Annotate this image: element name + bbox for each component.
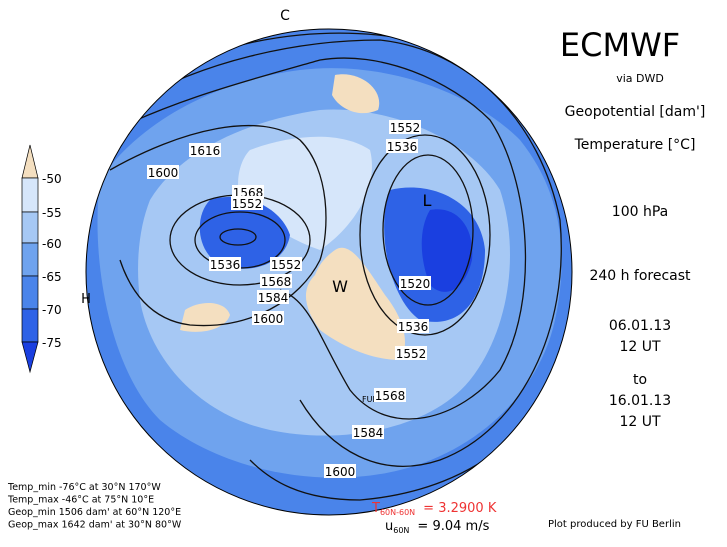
contour-label: 1600 [325,465,356,479]
contour-label: 1584 [258,291,289,305]
init-date: 06.01.13 [609,318,671,334]
contour-label: 1536 [210,258,241,272]
contour-label: 1600 [253,312,284,326]
field-geopotential: Geopotential [dam'] [565,104,706,120]
field-temperature: Temperature [°C] [574,137,696,153]
credit: Plot produced by FU Berlin [548,519,681,530]
contour-label: 1568 [261,275,292,289]
init-time: 12 UT [619,339,661,355]
contour-label-bg [374,388,406,402]
to: to [633,372,647,388]
contour-label-bg [395,346,427,360]
contour-label-bg [209,257,241,271]
contour-label: 1552 [232,197,263,211]
contour-label-bg [232,185,264,199]
contour-label-bg [389,120,421,134]
level: 100 hPa [612,204,668,220]
t-stat: T60N-60N = 3.2900 K [371,501,497,517]
valid-time: 12 UT [619,414,661,430]
legend-label: -65 [42,270,62,284]
contour-label-bg [270,257,302,271]
contour-label-bg [260,274,292,288]
legend-label: -75 [42,336,62,350]
legend-label: -70 [42,303,62,317]
map-marker: C [280,8,290,24]
forecast: 240 h forecast [589,268,691,284]
contour-label-bg [231,196,263,210]
u-stat: u60N = 9.04 m/s [385,519,490,535]
globe-edge [85,28,573,516]
stat-line: Geop_max 1642 dam' at 30°N 80°W [8,520,182,531]
contour-label-bg [189,143,221,157]
legend-label: -50 [42,172,62,186]
contour-label-bg [397,319,429,333]
map-marker: H [81,292,91,307]
contour-label: 1584 [353,426,384,440]
contour-label-bg [386,139,418,153]
contour-label: 1568 [375,389,406,403]
contour-label: 1552 [396,347,427,361]
contour-label-bg [147,165,179,179]
map-marker: W [332,277,348,296]
contour-label-bg [324,464,356,478]
colorbar [21,144,39,374]
contour-label-bg [257,290,289,304]
contour-label-bg [352,425,384,439]
contour-label: 1552 [271,258,302,272]
contour-label: 1536 [398,320,429,334]
title: ECMWF [560,26,680,64]
contour-label-bg [252,311,284,325]
stat-line: Temp_max -46°C at 75°N 10°E [7,495,154,506]
map-marker: L [423,191,432,210]
contour-label-bg [399,276,431,290]
contour-label: 1536 [387,140,418,154]
valid-date: 16.01.13 [609,393,671,409]
contour-label: 1600 [148,166,179,180]
source: via DWD [616,72,664,85]
stat-line: Geop_min 1506 dam' at 60°N 120°E [8,507,181,518]
contour-label: 1520 [400,277,431,291]
station: FUB [362,395,378,404]
stat-line: Temp_min -76°C at 30°N 170°W [7,482,161,493]
contour-label: 1552 [390,121,421,135]
contour-label: 1616 [190,144,221,158]
legend-label: -60 [42,237,62,251]
legend-label: -55 [42,206,62,220]
globe [86,29,572,515]
